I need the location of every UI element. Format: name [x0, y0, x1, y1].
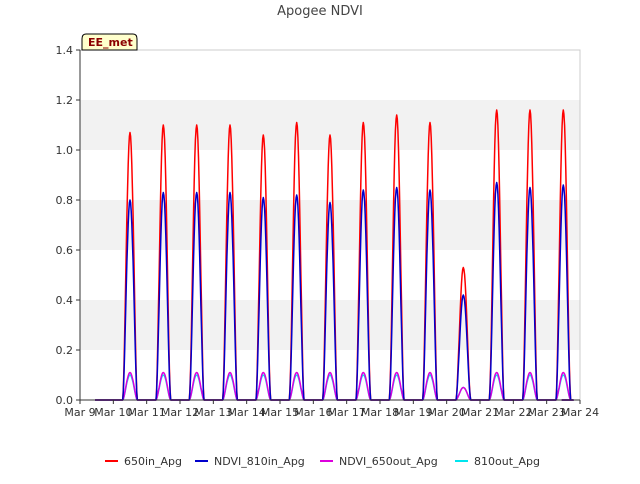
legend-label: 810out_Apg [474, 455, 540, 468]
x-tick-label: Mar 23 [528, 406, 566, 419]
y-tick-label: 1.0 [56, 144, 74, 157]
x-tick-label: Mar 19 [394, 406, 432, 419]
legend-item: NDVI_650out_Apg [320, 455, 438, 468]
y-tick-label: 0.6 [56, 244, 74, 257]
x-tick-label: Mar 10 [94, 406, 132, 419]
x-tick-label: Mar 18 [361, 406, 399, 419]
x-tick-label: Mar 11 [128, 406, 166, 419]
y-tick-label: 1.4 [56, 44, 74, 57]
grid-band [80, 50, 580, 100]
grid-band [80, 300, 580, 350]
annotation-label: EE_met [88, 36, 133, 49]
legend-item: NDVI_810in_Apg [195, 455, 305, 468]
x-tick-label: Mar 14 [228, 406, 266, 419]
grid-band [80, 150, 580, 200]
legend: 650in_Apg NDVI_810in_Apg NDVI_650out_Apg 81… [105, 455, 540, 468]
x-tick-label: Mar 13 [194, 406, 232, 419]
legend-label: 650in_Apg [124, 455, 182, 468]
y-tick-label: 0.2 [56, 344, 74, 357]
y-tick-label: 1.2 [56, 94, 74, 107]
x-tick-label: Mar 24 [561, 406, 599, 419]
legend-label: NDVI_650out_Apg [339, 455, 438, 468]
x-tick-label: Mar 17 [328, 406, 366, 419]
x-tick-label: Mar 22 [494, 406, 532, 419]
x-tick-label: Mar 9 [64, 406, 95, 419]
x-tick-label: Mar 12 [161, 406, 199, 419]
grid-band [80, 250, 580, 300]
x-tick-label: Mar 15 [261, 406, 299, 419]
y-tick-label: 0.8 [56, 194, 74, 207]
x-tick-label: Mar 16 [294, 406, 332, 419]
chart-title: Apogee NDVI [277, 4, 363, 19]
legend-label: NDVI_810in_Apg [214, 455, 305, 468]
legend-item: 650in_Apg [105, 455, 182, 468]
annotation-badge: EE_met [81, 33, 138, 51]
x-tick-label: Mar 20 [428, 406, 466, 419]
legend-item: 810out_Apg [455, 455, 540, 468]
y-tick-label: 0.0 [56, 394, 74, 407]
x-tick-label: Mar 21 [461, 406, 499, 419]
grid-band [80, 200, 580, 250]
grid-band [80, 100, 580, 150]
y-tick-label: 0.4 [56, 294, 74, 307]
